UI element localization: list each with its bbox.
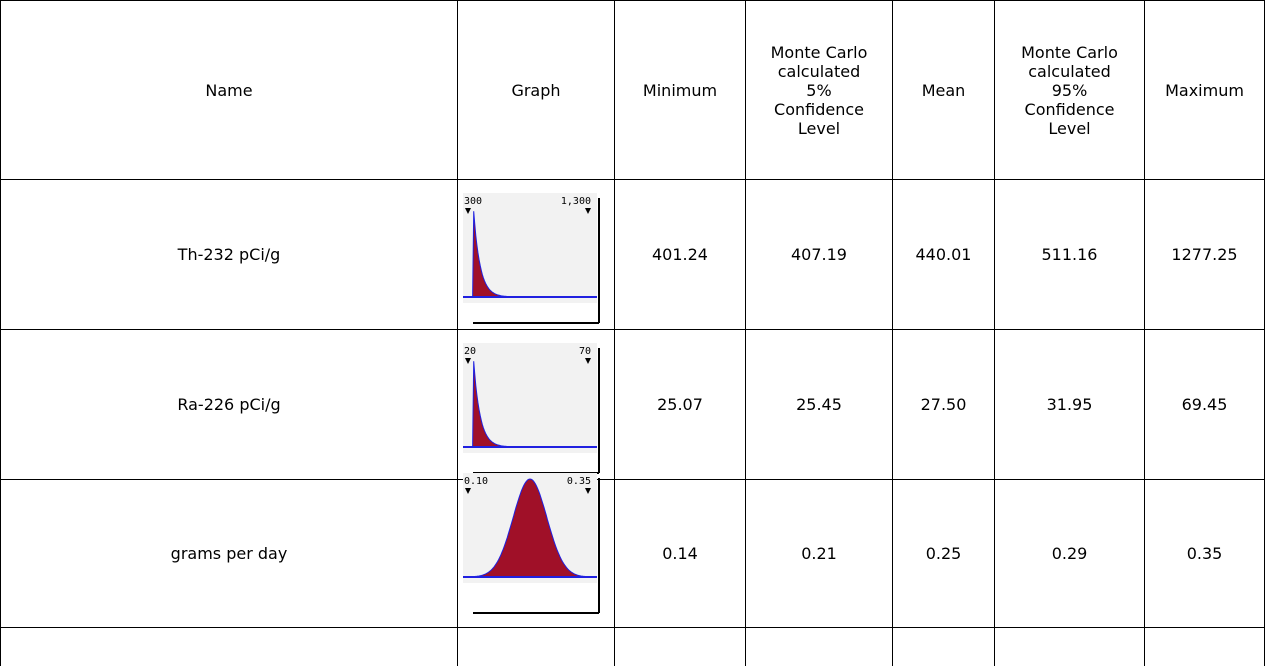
table-rule [614,0,615,666]
table-rule [457,0,458,666]
min-marker-icon [465,358,471,364]
row-maximum: 1277.25 [1171,245,1238,264]
table-rule [0,329,1265,330]
row-conf5: 407.19 [791,245,847,264]
max-marker-icon [585,208,591,214]
max-marker-icon [585,488,591,494]
row-minimum: 0.14 [662,544,698,563]
range-max-label: 70 [579,346,591,357]
row-conf5: 0.21 [801,544,837,563]
row-name: Ra-226 pCi/g [177,395,281,414]
row-minimum: 401.24 [652,245,708,264]
row-graph: 300 1,300 [463,193,600,324]
header-conf95: Monte Carlo calculated 95% Confidence Le… [1021,42,1118,138]
header-conf5: Monte Carlo calculated 5% Confidence Lev… [770,42,868,138]
row-graph: 0.10 0.35 [463,473,600,614]
row-mean: 0.25 [925,544,962,563]
table-rule [0,479,1265,480]
range-min-label: 0.10 [464,476,488,487]
table-rule [745,0,746,666]
min-marker-icon [465,208,471,214]
table-rule [0,627,1265,628]
header-mean: Mean [921,80,966,100]
table-rule [0,0,1265,1]
header-minimum: Minimum [642,80,718,100]
range-min-label: 300 [464,196,482,207]
min-marker-icon [465,488,471,494]
row-maximum: 0.35 [1186,544,1223,563]
table-rule [0,0,1,666]
row-maximum: 69.45 [1181,395,1228,414]
table-rule [892,0,893,666]
row-mean: 27.50 [920,395,967,414]
header-name: Name [205,80,253,100]
row-conf95: 31.95 [1046,395,1093,414]
range-min-label: 20 [464,346,476,357]
row-minimum: 25.07 [657,395,703,414]
table-rule [1144,0,1145,666]
table-rule [0,179,1265,180]
header-maximum: Maximum [1165,80,1244,100]
distribution-area [464,478,596,578]
row-conf95: 511.16 [1041,245,1098,264]
row-name: grams per day [170,544,288,563]
row-conf95: 0.29 [1051,544,1088,563]
row-mean: 440.01 [915,245,972,264]
table-rule [994,0,995,666]
range-max-label: 0.35 [567,476,591,487]
max-marker-icon [585,358,591,364]
row-conf5: 25.45 [796,395,842,414]
header-graph: Graph [511,80,561,100]
row-name: Th-232 pCi/g [177,245,281,264]
range-max-label: 1,300 [561,196,591,207]
row-graph: 20 70 [463,343,600,474]
